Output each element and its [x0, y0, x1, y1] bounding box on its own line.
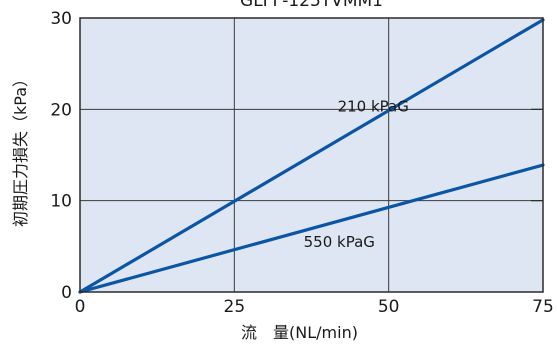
x-tick-label: 0 — [75, 297, 86, 317]
series-layer — [78, 18, 545, 294]
tick-marks — [531, 108, 543, 202]
y-axis-title: 初期圧力損失（kPa） — [11, 71, 30, 227]
x-tick-label: 75 — [532, 297, 554, 317]
series-labels: 210 kPaG 550 kPaG — [304, 98, 409, 251]
series-label-1: 210 kPaG — [338, 98, 409, 116]
y-tick-label: 10 — [50, 192, 72, 212]
tick-labels: 0 25 50 75 0 10 20 30 — [50, 9, 553, 317]
plot-frame — [79, 17, 544, 293]
y-tick-label: 30 — [50, 9, 72, 29]
y-tick-label: 0 — [61, 283, 72, 303]
x-axis-title: 流 量(NL/min) — [241, 323, 358, 342]
x-tick-label: 25 — [224, 297, 246, 317]
series-label-2: 550 kPaG — [304, 233, 375, 251]
series-line-2 — [78, 163, 545, 294]
y-tick-label: 20 — [50, 100, 72, 120]
grid — [80, 18, 543, 292]
series-line-1 — [78, 18, 545, 294]
x-tick-label: 50 — [378, 297, 400, 317]
chart-title: GLFF-125TVMM1 — [240, 0, 383, 11]
